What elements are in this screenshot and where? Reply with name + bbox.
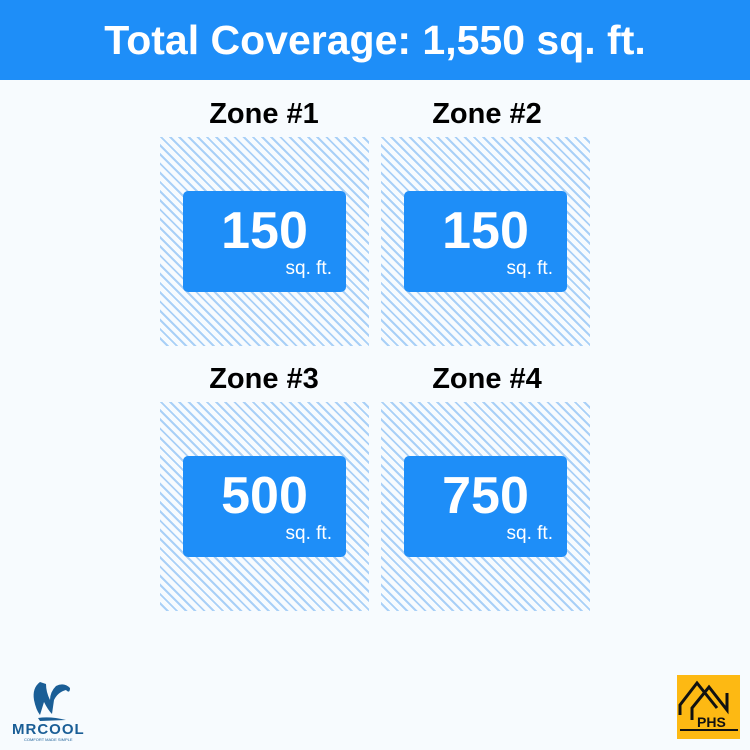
zone-4-card: 750 sq. ft. — [404, 456, 567, 557]
zone-3-label: Zone #3 — [209, 363, 319, 395]
zone-1-unit: sq. ft. — [285, 258, 332, 279]
phs-logo: PHS — [677, 675, 740, 739]
svg-text:COMFORT MADE SIMPLE: COMFORT MADE SIMPLE — [24, 737, 73, 742]
zone-3-value: 500 — [221, 467, 308, 525]
zone-1-value: 150 — [221, 202, 308, 260]
zone-4-unit: sq. ft. — [506, 523, 553, 544]
zone-4-value: 750 — [442, 467, 529, 525]
zone-2-label: Zone #2 — [432, 98, 542, 130]
zone-1-card: 150 sq. ft. — [183, 191, 346, 292]
header-title: Total Coverage: 1,550 sq. ft. — [104, 16, 646, 63]
zone-3-unit: sq. ft. — [285, 523, 332, 544]
zone-2-card: 150 sq. ft. — [404, 191, 567, 292]
svg-text:PHS: PHS — [697, 714, 726, 730]
svg-text:MRCOOL: MRCOOL — [12, 721, 85, 738]
mrcool-logo: MRCOOL COMFORT MADE SIMPLE — [12, 682, 85, 742]
zone-4-label: Zone #4 — [432, 363, 542, 395]
zone-1-label: Zone #1 — [209, 98, 319, 130]
total-coverage-header: Total Coverage: 1,550 sq. ft. — [0, 0, 750, 80]
zone-2-value: 150 — [442, 202, 529, 260]
zone-2-unit: sq. ft. — [506, 258, 553, 279]
zone-3-card: 500 sq. ft. — [183, 456, 346, 557]
